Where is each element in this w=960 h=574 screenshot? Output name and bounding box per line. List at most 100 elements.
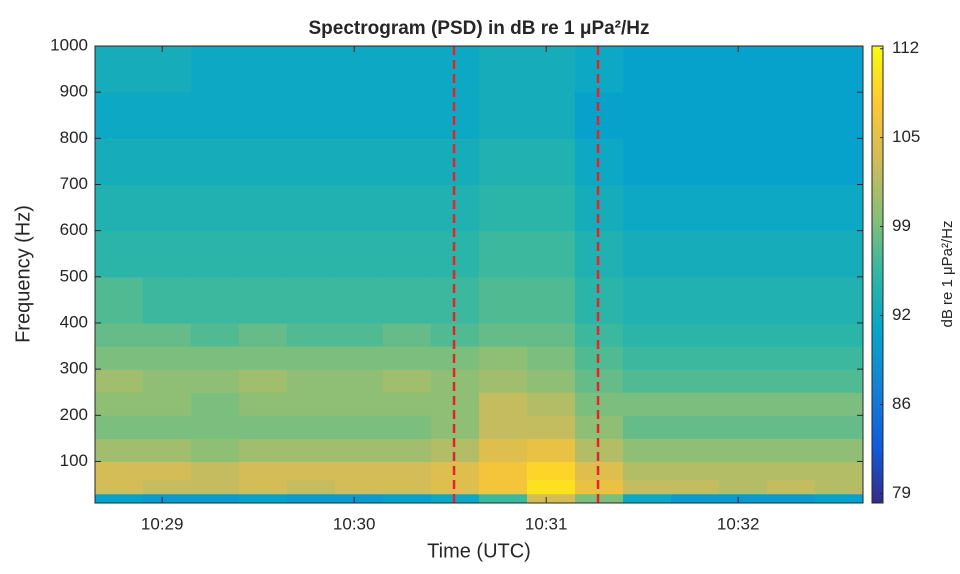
heatmap-cell	[719, 346, 768, 370]
heatmap-cell	[671, 479, 720, 495]
heatmap-cell	[623, 493, 672, 504]
colorbar-tick-label: 92	[892, 305, 911, 324]
heatmap-cell	[383, 138, 432, 185]
heatmap-cell	[95, 184, 144, 232]
heatmap-cell	[671, 322, 720, 347]
heatmap-cell	[479, 92, 528, 139]
heatmap-cell	[287, 46, 336, 93]
heatmap-cell	[383, 415, 432, 439]
heatmap-cell	[431, 438, 480, 462]
heatmap-cell	[383, 276, 432, 324]
y-tick-label: 400	[60, 312, 88, 331]
heatmap-cell	[767, 392, 816, 416]
heatmap-cell	[575, 369, 624, 393]
heatmap-cell	[479, 46, 528, 93]
x-tick-label: 10:32	[717, 514, 760, 533]
heatmap-cell	[143, 493, 192, 504]
heatmap-cell	[767, 92, 816, 139]
heatmap-cell	[239, 461, 288, 481]
heatmap-cell	[143, 392, 192, 416]
heatmap-cell	[479, 438, 528, 462]
heatmap-cell	[95, 230, 144, 278]
heatmap-cell	[479, 392, 528, 416]
heatmap-cell	[143, 276, 192, 324]
heatmap-cell	[191, 369, 240, 393]
heatmap-cell	[719, 276, 768, 324]
x-axis-label: Time (UTC)	[427, 540, 531, 562]
heatmap-cell	[815, 184, 864, 232]
heatmap-cell	[335, 346, 384, 370]
heatmap-cell	[815, 46, 864, 93]
heatmap-cell	[287, 92, 336, 139]
heatmap-cell	[287, 415, 336, 439]
heatmap-cell	[383, 322, 432, 347]
heatmap-cell	[671, 438, 720, 462]
plot-frame	[94, 45, 864, 504]
heatmap-cell	[719, 392, 768, 416]
heatmap-cell	[767, 493, 816, 504]
heatmap-cell	[527, 479, 576, 495]
heatmap-cell	[767, 138, 816, 185]
heatmap-cell	[95, 369, 144, 393]
heatmap-cell	[575, 438, 624, 462]
heatmap-cell	[479, 346, 528, 370]
heatmap-cell	[335, 479, 384, 495]
heatmap-cell	[335, 392, 384, 416]
heatmap-cell	[287, 461, 336, 481]
heatmap-cell	[95, 493, 144, 504]
heatmap-cell	[191, 138, 240, 185]
y-tick-label: 100	[60, 451, 88, 470]
y-tick-label: 700	[60, 174, 88, 193]
heatmap-cell	[383, 92, 432, 139]
heatmap-cell	[287, 346, 336, 370]
heatmap-cell	[479, 276, 528, 324]
heatmap-cell	[479, 230, 528, 278]
heatmap-cell	[671, 369, 720, 393]
y-tick-label: 900	[60, 82, 88, 101]
heatmap-cell	[383, 184, 432, 232]
heatmap-cell	[815, 369, 864, 393]
heatmap-cell	[767, 461, 816, 481]
heatmap-cell	[527, 415, 576, 439]
heatmap-cell	[815, 493, 864, 504]
heatmap-cell	[767, 479, 816, 495]
heatmap-cell	[335, 369, 384, 393]
heatmap-cell	[479, 493, 528, 504]
heatmap-cell	[671, 493, 720, 504]
heatmap-cell	[527, 92, 576, 139]
heatmap-cell	[575, 230, 624, 278]
heatmap-cell	[719, 138, 768, 185]
heatmap-cell	[191, 415, 240, 439]
heatmap-cell	[143, 346, 192, 370]
heatmap-cell	[143, 461, 192, 481]
heatmap-cell	[287, 322, 336, 347]
heatmap-cell	[815, 138, 864, 185]
heatmap-cell	[767, 230, 816, 278]
heatmap-cell	[815, 230, 864, 278]
heatmap-cell	[623, 230, 672, 278]
heatmap-cell	[239, 369, 288, 393]
heatmap-cell	[527, 322, 576, 347]
heatmap-cell	[767, 438, 816, 462]
heatmap-cell	[143, 322, 192, 347]
heatmap-cell	[335, 230, 384, 278]
heatmap-cell	[383, 438, 432, 462]
heatmap-cell	[479, 369, 528, 393]
colorbar-tick-label: 86	[892, 394, 911, 413]
heatmap-cell	[143, 46, 192, 93]
heatmap-cell	[527, 438, 576, 462]
heatmap-cell	[191, 346, 240, 370]
heatmap-cell	[767, 415, 816, 439]
heatmap-cell	[191, 392, 240, 416]
heatmap-cell	[95, 438, 144, 462]
y-tick-label: 1000	[50, 35, 88, 54]
heatmap-cell	[815, 438, 864, 462]
heatmap-cell	[287, 438, 336, 462]
heatmap-cell	[719, 415, 768, 439]
heatmap-cell	[623, 369, 672, 393]
heatmap-cell	[95, 322, 144, 347]
heatmap-cell	[143, 138, 192, 185]
heatmap-cell	[671, 392, 720, 416]
heatmap-cell	[767, 369, 816, 393]
heatmap-cell	[239, 46, 288, 93]
